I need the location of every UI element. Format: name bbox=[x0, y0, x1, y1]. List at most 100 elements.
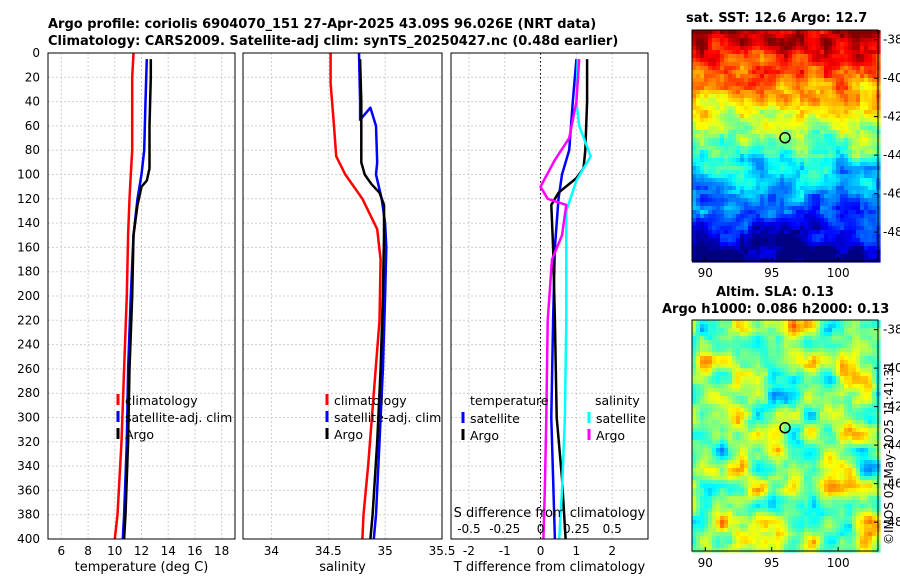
map-cell bbox=[696, 480, 701, 485]
map-cell bbox=[752, 62, 757, 67]
map-cell bbox=[800, 336, 805, 341]
map-cell bbox=[720, 476, 725, 481]
map-cell bbox=[744, 258, 749, 263]
map-cell bbox=[780, 392, 785, 397]
map-cell bbox=[768, 420, 773, 425]
map-cell bbox=[700, 436, 705, 441]
map-cell bbox=[820, 174, 825, 179]
map-cell bbox=[824, 214, 829, 219]
map-cell bbox=[760, 356, 765, 361]
map-cell bbox=[716, 78, 721, 83]
map-cell bbox=[696, 62, 701, 67]
map-cell bbox=[804, 198, 809, 203]
map-cell bbox=[800, 146, 805, 151]
map-cell bbox=[788, 86, 793, 91]
map-cell bbox=[728, 448, 733, 453]
map-cell bbox=[796, 412, 801, 417]
map-cell bbox=[724, 448, 729, 453]
map-cell bbox=[780, 484, 785, 489]
map-cell bbox=[796, 404, 801, 409]
map-cell bbox=[692, 408, 697, 413]
map-cell bbox=[792, 424, 797, 429]
map-cell bbox=[760, 412, 765, 417]
map-cell bbox=[748, 468, 753, 473]
map-cell bbox=[764, 408, 769, 413]
map-cell bbox=[780, 408, 785, 413]
map-cell bbox=[748, 444, 753, 449]
map-cell bbox=[812, 142, 817, 147]
map-cell bbox=[824, 170, 829, 175]
map-cell bbox=[852, 388, 857, 393]
map-cell bbox=[776, 54, 781, 59]
map-cell bbox=[864, 420, 869, 425]
map-cell bbox=[748, 436, 753, 441]
map-cell bbox=[780, 480, 785, 485]
map-cell bbox=[728, 258, 733, 263]
map-cell bbox=[820, 388, 825, 393]
map-cell bbox=[704, 336, 709, 341]
map-cell bbox=[784, 90, 789, 95]
map-cell bbox=[796, 198, 801, 203]
map-cell bbox=[824, 142, 829, 147]
map-cell bbox=[872, 70, 877, 75]
map-cell bbox=[872, 388, 877, 393]
map-cell bbox=[772, 360, 777, 365]
map-cell bbox=[700, 456, 705, 461]
map-cell bbox=[752, 226, 757, 231]
map-cell bbox=[748, 344, 753, 349]
map-cell bbox=[788, 344, 793, 349]
map-cell bbox=[704, 328, 709, 333]
map-cell bbox=[724, 242, 729, 247]
map-cell bbox=[756, 186, 761, 191]
map-cell bbox=[844, 222, 849, 227]
map-cell bbox=[808, 492, 813, 497]
map-cell bbox=[736, 332, 741, 337]
map-cell bbox=[756, 424, 761, 429]
x-tick-label: 6 bbox=[58, 544, 66, 558]
map-cell bbox=[872, 436, 877, 441]
map-cell bbox=[716, 98, 721, 103]
map-cell bbox=[868, 388, 873, 393]
map-cell bbox=[776, 126, 781, 131]
map-cell bbox=[824, 98, 829, 103]
map-cell bbox=[716, 222, 721, 227]
map-cell bbox=[840, 436, 845, 441]
map-cell bbox=[804, 42, 809, 47]
map-cell bbox=[836, 484, 841, 489]
map-cell bbox=[860, 86, 865, 91]
map-cell bbox=[696, 364, 701, 369]
map-cell bbox=[732, 412, 737, 417]
map-cell bbox=[720, 182, 725, 187]
map-cell bbox=[704, 332, 709, 337]
map-cell bbox=[780, 162, 785, 167]
map-cell bbox=[868, 50, 873, 55]
map-cell bbox=[816, 476, 821, 481]
map-cell bbox=[840, 468, 845, 473]
map-cell bbox=[804, 242, 809, 247]
map-cell bbox=[784, 440, 789, 445]
map-cell bbox=[728, 436, 733, 441]
map-cell bbox=[800, 198, 805, 203]
map-cell bbox=[744, 130, 749, 135]
map-cell bbox=[856, 122, 861, 127]
map-cell bbox=[740, 142, 745, 147]
map-cell bbox=[828, 448, 833, 453]
map-cell bbox=[796, 328, 801, 333]
map-cell bbox=[812, 464, 817, 469]
map-cell bbox=[788, 392, 793, 397]
map-cell bbox=[800, 166, 805, 171]
map-cell bbox=[772, 154, 777, 159]
argo-location-marker bbox=[779, 132, 791, 144]
map-cell bbox=[820, 42, 825, 47]
map-cell bbox=[724, 118, 729, 123]
map-cell bbox=[856, 258, 861, 263]
map-cell bbox=[796, 324, 801, 329]
map-cell bbox=[704, 384, 709, 389]
map-cell bbox=[864, 166, 869, 171]
map-cell bbox=[852, 412, 857, 417]
map-cell bbox=[764, 392, 769, 397]
map-cell bbox=[836, 190, 841, 195]
map-cell bbox=[716, 218, 721, 223]
map-cell bbox=[700, 372, 705, 377]
map-cell bbox=[736, 392, 741, 397]
